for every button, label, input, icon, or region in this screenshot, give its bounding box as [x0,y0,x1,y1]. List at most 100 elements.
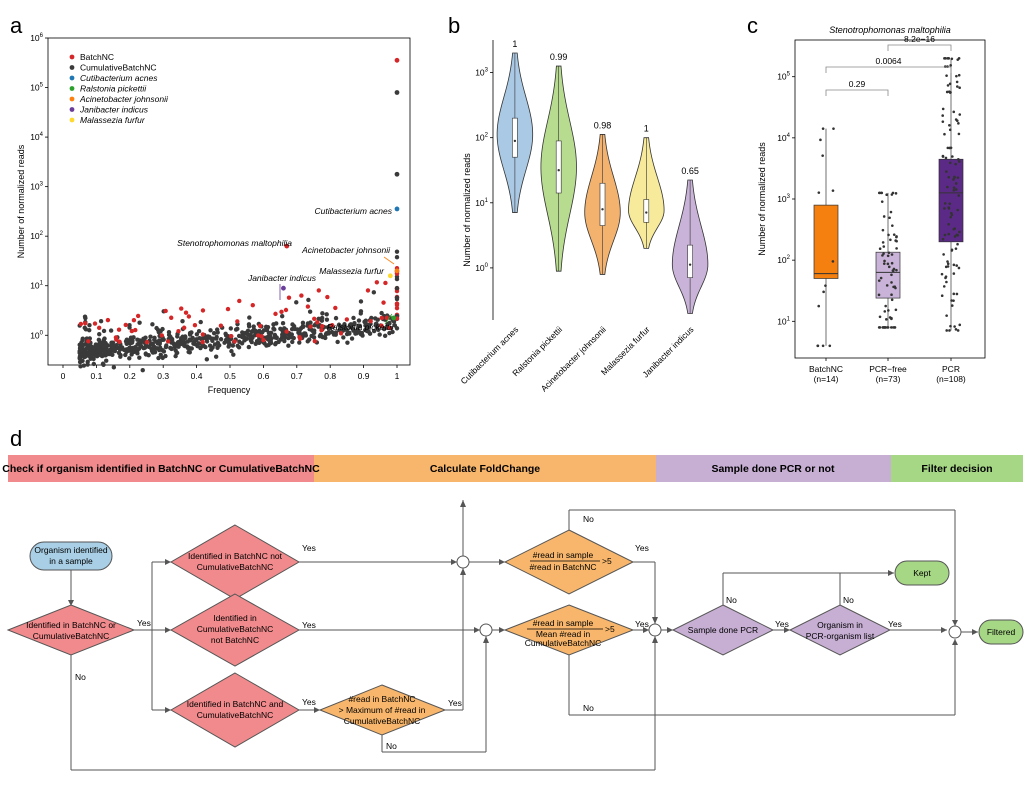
point-cumulative [149,346,154,352]
point-batchnc [133,327,138,333]
point-cumulative [79,340,84,345]
box-jitter-point [957,194,961,197]
box-jitter-point [943,57,946,60]
box-jitter-point [942,253,945,256]
y-tick-label: 103 [777,194,790,204]
box-jitter-point [952,188,956,192]
point-cumulative [215,330,220,335]
point-cumulative [150,341,155,347]
point-cumulative [382,333,388,338]
y-tick-label-exp: 5 [40,83,44,89]
point-cumulative [150,350,156,355]
node-f2-num: #read in sample [533,618,594,628]
node-d2-line2: CumulativeBatchNC [197,562,274,572]
point-cumulative [271,326,276,331]
node-list-line1: Organism in [817,620,863,630]
box-jitter-point [887,309,890,312]
node-d1-line2: CumulativeBatchNC [33,631,110,641]
y-tick-label-base: 10 [30,33,40,43]
box-jitter-point [958,113,962,116]
point-cumulative [156,355,161,361]
point-batchnc [283,307,289,313]
violin-frequency-label: 1 [512,39,517,49]
box-jitter-point [895,235,898,239]
label-yes-f2: Yes [635,619,649,629]
node-d4-line2: CumulativeBatchNC [197,710,274,720]
box-jitter-point [950,57,954,61]
point-cumulative [377,332,382,337]
y-tick-label-base: 10 [30,182,40,192]
legend-label: CumulativeBatchNC [80,63,157,73]
box-jitter-point [940,294,944,298]
annotation-malassezia: Malassezia furfur [319,266,385,276]
point-cumulative [351,315,356,321]
y-tick-label-base: 10 [30,231,40,241]
label-yes-d4: Yes [302,697,316,707]
x-tick-label: 0.3 [157,371,169,381]
point-cumulative [204,357,210,362]
node-d4 [170,672,300,748]
flow-branch-labels: Yes No Yes Yes Yes Yes No Yes No Yes No … [75,514,902,751]
node-f1-num: #read in sample [533,550,594,560]
point-cumulative [300,323,306,329]
y-tick-label-exp: 5 [787,72,791,78]
legend-swatch [69,65,75,70]
point-cumulative [198,319,203,325]
x-tick-label: 0.4 [191,371,203,381]
box-jitter-point [890,317,893,321]
box-jitter-point [947,232,951,236]
box-jitter-point [886,262,890,266]
point-cumulative [279,313,285,319]
box-jitter-point [831,189,835,192]
point-batchnc [169,315,174,320]
violin-median [601,208,604,211]
point-cumulative [264,327,270,333]
violin-box [643,199,650,223]
point-frequency-one [394,295,400,300]
box-jitter-point [885,284,889,287]
point-cumulative [180,334,185,339]
box-jitter-point [952,227,956,231]
y-tick-label: 100 [30,330,43,340]
violin-median [688,263,692,266]
point-cumulative [87,322,92,328]
y-tick-label-exp: 4 [787,133,791,139]
y-tick-label-base: 10 [475,68,485,78]
y-tick-label: 103 [475,68,488,78]
point-batchnc [383,280,388,286]
box-jitter-point [941,107,945,111]
point-cumulative [126,348,132,353]
box-jitter-point [941,155,945,158]
point-cumulative [276,339,281,345]
point-batchnc [116,327,122,332]
box-jitter-point [955,264,959,267]
point-highlight [394,171,400,177]
point-cumulative [228,326,234,331]
box-jitter-point [891,224,894,227]
point-cumulative [335,339,340,345]
panel-a-frame [47,37,411,366]
point-cumulative [240,330,245,335]
y-tick-label: 100 [475,263,488,273]
point-cumulative [241,334,246,339]
point-cumulative [130,345,136,351]
point-cumulative [294,300,299,305]
node-f1-den: #read in BatchNC [529,562,596,572]
header-foldchange: Calculate FoldChange [430,463,540,475]
legend-label: Cutibacterium acnes [80,73,158,83]
point-batchnc [384,315,390,321]
box-jitter-point [949,64,952,67]
point-cumulative [300,320,306,325]
point-batchnc [381,300,386,305]
box-jitter-point [887,265,891,269]
point-cumulative [79,352,84,358]
point-batchnc [374,280,380,285]
point-cumulative [249,329,255,334]
point-cumulative [333,330,339,335]
box-jitter-point [880,200,884,203]
point-highlight [394,268,400,274]
box-jitter-point [889,326,893,329]
point-cumulative [307,309,313,314]
x-tick-label: 0.2 [124,371,136,381]
legend-swatch [69,86,75,91]
